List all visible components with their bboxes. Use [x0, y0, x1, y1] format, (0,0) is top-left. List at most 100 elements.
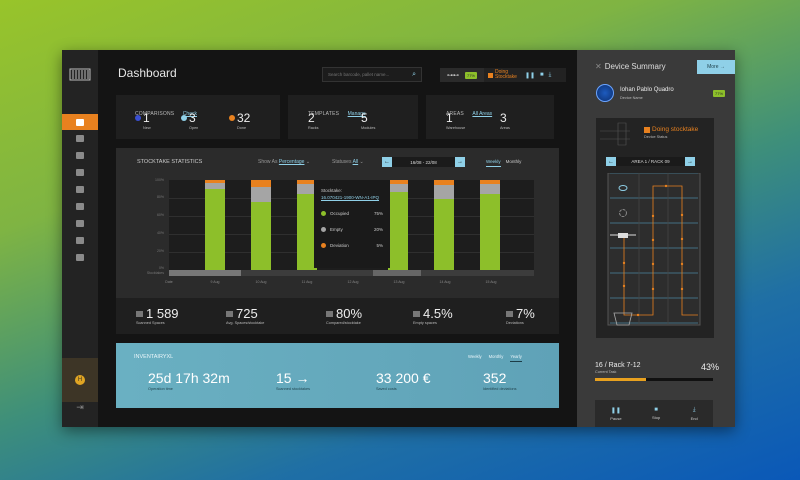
stocktake-id-link[interactable]: 16.070421-1900-WN-A1-IPQ: [321, 195, 380, 200]
comparisons-card: COMPARISONS Check 1 New 3 Open 32 Done: [116, 95, 280, 139]
more-button[interactable]: More →: [697, 60, 735, 74]
deviation-icon: [506, 310, 513, 317]
rack-map: ← AREA 1 / RACK 09 →: [596, 148, 714, 338]
search-icon[interactable]: ⌕: [412, 70, 416, 78]
drone-outline-icon: [600, 122, 630, 146]
saved-costs-stat: 33 200 € Saved costs: [376, 370, 431, 391]
sidebar-item-list[interactable]: [62, 232, 98, 249]
end-icon[interactable]: ⤓: [548, 71, 552, 78]
bar-11-aug[interactable]: [297, 180, 317, 270]
search-input[interactable]: [328, 72, 408, 77]
next-week-button[interactable]: →: [455, 157, 465, 167]
tab-weekly[interactable]: Weekly: [486, 159, 501, 167]
warehouse-icon: [76, 169, 84, 176]
templates-card: TEMPLATES Manage 2 Racks 5 Modules: [288, 95, 418, 139]
areas-card: AREAS All Areas 1 Warehouse 3 Areas: [426, 95, 554, 139]
stat-done: 32 Done: [229, 111, 250, 130]
drone-status-bar: ⊶⊷ 77% Doing Stocktake ❚❚ ■ ⤓: [440, 68, 566, 82]
current-task: 16 / Rack 7-12 Current Task 43%: [595, 362, 719, 381]
inventory-icon: [76, 135, 84, 142]
user-profile-button[interactable]: H: [62, 358, 98, 402]
pause-icon: ❚❚: [610, 407, 621, 414]
search-box[interactable]: ⌕: [322, 67, 422, 82]
empty-legend-icon: [321, 227, 326, 232]
period-tabs: Weekly Monthly: [486, 159, 521, 167]
sidebar-item-inventory[interactable]: [62, 130, 98, 147]
device-battery-badge: 77%: [713, 90, 726, 97]
tab-monthly[interactable]: Monthly: [488, 354, 504, 359]
sidebar-item-warehouse[interactable]: [62, 164, 98, 181]
next-rack-button[interactable]: →: [685, 157, 695, 166]
logout-icon[interactable]: ⇥: [76, 402, 84, 412]
open-bullet-icon: [181, 115, 187, 121]
task-progress-bar: [595, 378, 713, 381]
compare-icon: [326, 310, 333, 317]
stats-title: STOCKTAKE STATISTICS: [137, 159, 203, 165]
date-range-navigator: ← 16/08 - 22/08 →: [382, 157, 465, 167]
user-icon: [76, 254, 84, 261]
chart-tooltip: Stocktake: 16.070421-1900-WN-A1-IPQ Occu…: [314, 180, 390, 268]
tab-yearly[interactable]: Yearly: [510, 354, 522, 362]
prev-rack-button[interactable]: ←: [606, 157, 616, 166]
comparisons-label: COMPARISONS: [135, 111, 175, 117]
prev-week-button[interactable]: ←: [382, 157, 392, 167]
loading-icon: [619, 209, 627, 217]
kpi-empty-spaces: 4.5% Empty spaces: [413, 306, 453, 325]
warehouse-logo-icon: [69, 68, 91, 81]
bar-15-aug[interactable]: [480, 180, 500, 270]
stocktake-icon: [644, 126, 650, 133]
bar-14-aug[interactable]: [434, 180, 454, 270]
sidebar-item-reports[interactable]: [62, 198, 98, 215]
sidebar-item-modules[interactable]: [62, 215, 98, 232]
pause-icon[interactable]: ❚❚: [524, 72, 536, 79]
check-link[interactable]: Check: [182, 111, 197, 117]
drone-summary: ⊶⊷ 77%: [440, 68, 484, 82]
pause-button[interactable]: ❚❚ Pause: [610, 407, 622, 421]
stop-icon[interactable]: ■: [540, 71, 544, 78]
sidebar-item-users[interactable]: [62, 249, 98, 266]
new-bullet-icon: [135, 115, 141, 121]
task-progress-percent: 43%: [700, 362, 719, 372]
areas-label: AREAS: [446, 111, 464, 117]
all-areas-link[interactable]: All Areas: [472, 111, 493, 117]
kpi-avg-spaces: 725 Avg. Spaces/stocktake: [226, 306, 265, 325]
stat-areas: 3 Areas: [500, 111, 510, 130]
inventairy-title: INVENTAIRYXL: [134, 354, 174, 360]
device-status-box: Doing stocktake Device Status: [596, 118, 714, 148]
date-range-label: 16/08 - 22/08: [392, 157, 455, 167]
operation-time-stat: 25d 17h 32m Operation time: [148, 370, 230, 391]
drone-position-icon: [610, 233, 636, 238]
drone-icon: ⊶⊷: [446, 72, 459, 79]
drone-activity: Doing Stocktake: [488, 70, 517, 80]
stop-button[interactable]: ■ Stop: [651, 407, 661, 420]
bar-9-aug[interactable]: [205, 180, 225, 270]
stat-racks: 2 Racks: [308, 111, 319, 130]
stocktakes-timeline-scrollbar[interactable]: [169, 270, 534, 276]
show-as-select[interactable]: Show As Percentage ⌄: [258, 159, 311, 165]
battery-badge: 77%: [464, 71, 477, 79]
kpi-deviations: 7% Deviations: [506, 306, 535, 325]
scanned-stocktakes-stat[interactable]: 15 → Scanned stocktakes: [276, 370, 310, 391]
device-name: Iohan Pablo Quadro: [620, 87, 674, 93]
sidebar: H ⇥: [62, 50, 98, 427]
chevron-down-icon: ⌄: [304, 159, 311, 165]
sidebar-item-dashboard[interactable]: [62, 114, 98, 130]
rack-label: AREA 1 / RACK 09: [616, 157, 685, 166]
modules-icon: [76, 220, 84, 227]
end-button[interactable]: ⤓ End: [690, 406, 698, 421]
bar-10-aug[interactable]: [251, 180, 271, 270]
sidebar-item-drone[interactable]: [62, 181, 98, 198]
identified-deviations-stat: 352 Identified deviations: [483, 370, 517, 391]
rack-diagram: [607, 173, 701, 326]
sidebar-item-tools[interactable]: [62, 147, 98, 164]
shelves-icon: [136, 310, 143, 317]
manage-link[interactable]: Manage: [347, 111, 366, 117]
tab-weekly[interactable]: Weekly: [468, 354, 482, 359]
inventairy-summary-panel: INVENTAIRYXL Weekly Monthly Yearly 25d 1…: [116, 343, 559, 408]
statuses-select[interactable]: Statuses All ⌄: [332, 159, 364, 165]
tab-monthly[interactable]: Monthly: [505, 159, 522, 164]
task-name: 16 / Rack 7-12: [595, 362, 641, 369]
bar-13-aug[interactable]: [388, 180, 408, 270]
